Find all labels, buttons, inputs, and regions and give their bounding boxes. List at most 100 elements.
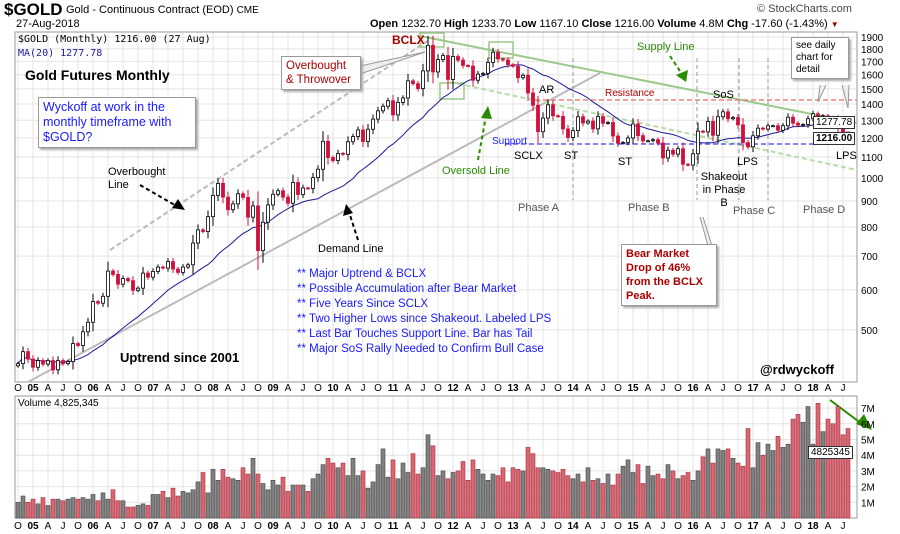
volume-bar	[90, 494, 96, 519]
volume-bar	[760, 454, 766, 519]
candle-body	[466, 65, 470, 67]
candle-body	[676, 148, 680, 155]
candle-body	[761, 127, 765, 130]
volume-bar	[185, 492, 191, 519]
price-tick-label: 500	[861, 326, 878, 337]
volume-bar	[845, 428, 851, 519]
date-tick-label: 06	[87, 521, 99, 532]
volume-bar	[490, 473, 496, 519]
volume-bar	[665, 464, 671, 519]
candle-body	[36, 360, 40, 368]
volume-bar	[650, 475, 656, 519]
stockcharts-logo[interactable]: © StockCharts.com	[757, 3, 852, 15]
date-tick-label: A	[645, 383, 652, 394]
date-tick-label: J	[301, 521, 306, 532]
callout-pointer	[817, 84, 827, 103]
candle-body	[51, 360, 55, 371]
callout-pointer	[699, 216, 713, 247]
volume-bar	[725, 448, 731, 519]
date-tick-label: 10	[327, 383, 339, 394]
date-tick-label: O	[374, 383, 382, 394]
lps-label: LPS	[737, 156, 758, 168]
candle-body	[71, 343, 75, 362]
arrow-volume	[829, 399, 863, 425]
highlight-box	[439, 82, 465, 100]
candle-body	[136, 287, 140, 291]
date-tick-label: J	[781, 383, 786, 394]
volume-bar	[75, 498, 81, 519]
price-tick-label: 1500	[861, 85, 884, 96]
candle-body	[801, 124, 805, 126]
bullet-item: ** Major Uptrend & BCLX	[297, 268, 427, 280]
date-tick-label: O	[314, 383, 322, 394]
candle-body	[401, 97, 405, 103]
date-tick-label: 11	[388, 383, 399, 394]
candle-body	[681, 148, 685, 165]
date-tick-label: J	[61, 383, 66, 394]
volume-bar	[310, 478, 316, 519]
candle-body	[456, 56, 460, 61]
date-tick-label: J	[601, 521, 606, 532]
volume-bar	[810, 443, 816, 519]
candle-body	[766, 125, 770, 130]
candle-body	[521, 74, 525, 79]
volume-bar	[620, 465, 626, 519]
candle-body	[781, 125, 785, 131]
date-tick-label: A	[285, 521, 292, 532]
candle-body	[131, 280, 135, 291]
volume-bar	[130, 506, 136, 519]
supply-line-label: Supply Line	[637, 41, 695, 53]
bullet-item: ** Major SoS Rally Needed to Confirm Bul…	[297, 343, 544, 355]
volume-bar	[600, 483, 606, 519]
candle-body	[331, 157, 335, 161]
volume-bar	[625, 459, 631, 519]
date-tick-label: A	[105, 383, 112, 394]
candle-body	[406, 80, 410, 99]
volume-bar	[35, 503, 41, 519]
volume-bar	[395, 478, 401, 519]
date-tick-label: A	[45, 521, 52, 532]
volume-bar	[45, 505, 51, 519]
volume-bar	[440, 470, 446, 519]
candle-body	[426, 44, 430, 72]
volume-bar	[120, 500, 126, 519]
volume-bar	[195, 481, 201, 519]
price-tick-label: 1200	[861, 134, 884, 145]
date-tick-label: 08	[207, 521, 219, 532]
close-label: Close	[581, 18, 612, 30]
candle-body	[351, 136, 355, 143]
candle-body	[86, 321, 90, 333]
date-tick-label: 06	[87, 383, 99, 394]
volume-bar	[350, 458, 356, 519]
date-tick-label: 13	[507, 383, 519, 394]
volume-bar	[470, 459, 476, 519]
date-tick-label: 12	[447, 521, 459, 532]
volume-bar	[415, 473, 421, 519]
volume-bar	[155, 494, 161, 519]
date-tick-label: O	[734, 521, 742, 532]
candle-body	[141, 272, 145, 289]
candle-body	[586, 120, 590, 124]
low-label: Low	[514, 18, 537, 30]
volume-bar	[70, 497, 76, 519]
volume-bar	[720, 450, 726, 519]
date-tick-label: O	[74, 383, 82, 394]
candle-body	[606, 122, 610, 124]
volume-bar	[585, 467, 591, 519]
volume-bar	[485, 480, 491, 519]
date-tick-label: A	[345, 521, 352, 532]
volume-bar	[745, 428, 751, 519]
volume-bar	[385, 476, 391, 519]
date-tick-label: A	[585, 521, 592, 532]
date-tick-label: 11	[388, 521, 399, 532]
date-tick-label: O	[194, 521, 202, 532]
candle-body	[46, 360, 50, 365]
volume-bar	[670, 470, 676, 519]
candle-body	[226, 196, 230, 211]
price-tick-label: 600	[861, 286, 878, 297]
volume-bar	[405, 472, 411, 519]
ohlc-summary: Open 1232.70 High 1233.70 Low 1167.10 Cl…	[370, 18, 839, 30]
open-value: 1232.70	[401, 18, 441, 30]
date-tick-label: A	[465, 521, 472, 532]
price-tick-label: 1100	[861, 153, 883, 164]
